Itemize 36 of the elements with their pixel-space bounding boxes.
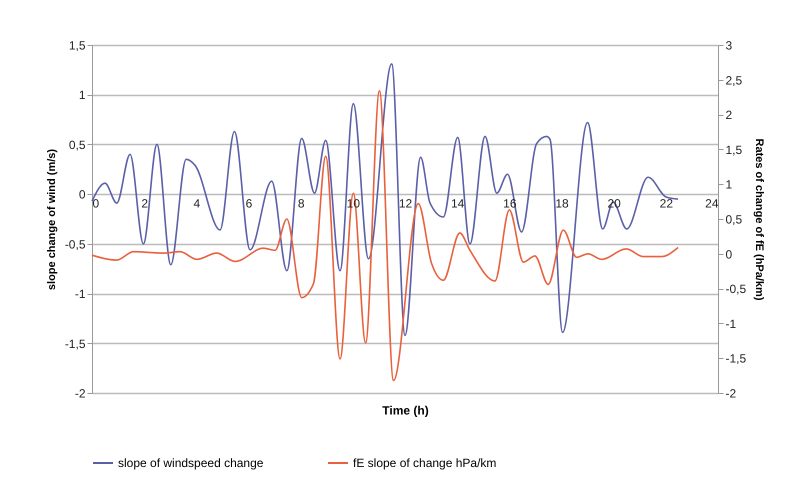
x-tick-label: 14 [450, 196, 465, 211]
x-tick-label: 22 [660, 196, 674, 211]
y2-tick-label: 2 [726, 108, 732, 122]
line-series [91, 90, 679, 382]
y-tick-label: -1 [74, 287, 86, 302]
y-tick-label: -2 [74, 386, 86, 400]
y2-tick-label: 0,5 [726, 212, 743, 226]
line-series [91, 63, 679, 336]
x-tick-label: 2 [141, 196, 148, 211]
x-tick-label: 6 [246, 196, 253, 211]
y2-tick-label: 0 [726, 247, 732, 262]
x-axis-title: Time (h) [382, 404, 429, 418]
y2-tick-label: 1 [726, 178, 732, 192]
x-tick-label: 12 [398, 196, 412, 211]
y2-tick-label: -1 [726, 316, 736, 331]
x-tick-label: 8 [298, 196, 305, 211]
y2-tick-label: -0,5 [726, 282, 747, 296]
y-tick-label: -1,5 [64, 336, 86, 351]
y-tick-label: 0,5 [68, 138, 86, 152]
legend-label: slope of windspeed change [118, 456, 264, 470]
x-tick-label: 0 [92, 196, 100, 211]
y-tick-label: 0 [78, 188, 86, 202]
x-tick-label: 18 [555, 196, 569, 211]
y2-tick-label: -2 [726, 386, 736, 400]
x-tick-label: 24 [705, 196, 719, 211]
x-tick-label: 4 [193, 196, 200, 211]
y2-axis-title: Rates of change of fE (hPa/km) [753, 138, 766, 301]
y2-tick-label: 1,5 [726, 142, 743, 157]
legend-label: fE slope of change hPa/km [353, 456, 496, 470]
y2-tick-label: 2,5 [726, 73, 743, 88]
y-tick-label: 1 [78, 88, 86, 102]
y2-tick-label: 3 [726, 38, 732, 52]
y-axis-title: slope change of wind (m/s) [46, 148, 58, 290]
y-tick-label: -0,5 [64, 237, 86, 252]
y-tick-label: 1,5 [68, 38, 86, 52]
y2-tick-label: -1,5 [726, 352, 747, 366]
